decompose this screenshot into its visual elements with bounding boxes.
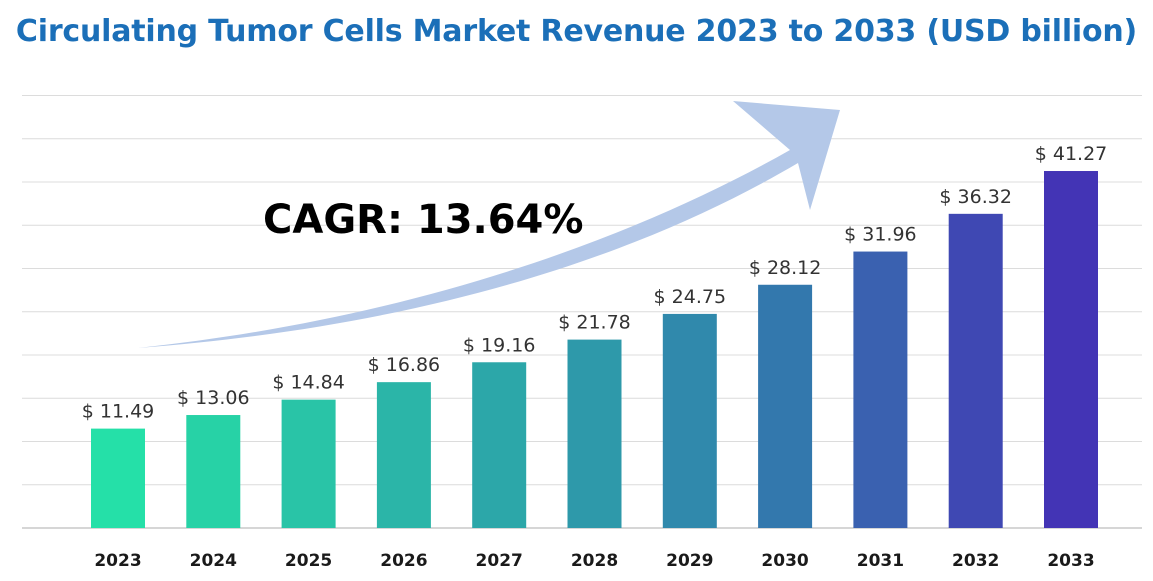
- bar-2024: [186, 415, 241, 528]
- value-label-2025: $ 14.84: [272, 372, 345, 394]
- x-tick-label-2030: 2030: [761, 551, 808, 571]
- chart-title: Circulating Tumor Cells Market Revenue 2…: [15, 14, 1138, 49]
- value-label-2028: $ 21.78: [558, 312, 631, 334]
- bar-2026: [376, 382, 431, 528]
- bar-2031: [853, 251, 908, 528]
- bar-2032: [948, 213, 1003, 528]
- bars: [91, 171, 1098, 528]
- cagr-arrow: [138, 101, 840, 348]
- x-axis-labels: 2023 2024 2025 2026 2027 2028 2029 2030 2031 2032…: [94, 551, 1094, 571]
- x-tick-label-2028: 2028: [571, 551, 618, 571]
- value-label-2027: $ 19.16: [463, 334, 536, 356]
- value-label-2026: $ 16.86: [368, 354, 441, 376]
- x-tick-label-2023: 2023: [94, 551, 141, 571]
- value-label-2024: $ 13.06: [177, 387, 250, 409]
- bar-2028: [567, 339, 622, 528]
- x-tick-label-2031: 2031: [857, 551, 904, 571]
- bar-2033: [1044, 171, 1098, 528]
- x-tick-label-2025: 2025: [285, 551, 332, 571]
- x-tick-label-2033: 2033: [1047, 551, 1094, 571]
- bar-2029: [662, 313, 717, 528]
- bar-2023: [91, 428, 145, 528]
- value-label-2032: $ 36.32: [939, 186, 1012, 208]
- value-label-2023: $ 11.49: [82, 401, 155, 423]
- value-labels: $ 11.49 $ 13.06 $ 14.84 $ 16.86 $ 19.16 $ 21.…: [82, 143, 1108, 423]
- x-tick-label-2029: 2029: [666, 551, 713, 571]
- bar-2030: [758, 284, 813, 528]
- x-tick-label-2026: 2026: [380, 551, 427, 571]
- value-label-2030: $ 28.12: [749, 257, 822, 279]
- bar-2027: [472, 362, 527, 528]
- bar-2025: [281, 399, 336, 528]
- cagr-label: CAGR: 13.64%: [263, 197, 583, 243]
- x-tick-label-2032: 2032: [952, 551, 999, 571]
- value-label-2029: $ 24.75: [654, 286, 727, 308]
- value-label-2033: $ 41.27: [1035, 143, 1108, 165]
- value-label-2031: $ 31.96: [844, 224, 917, 246]
- x-tick-label-2024: 2024: [190, 551, 237, 571]
- x-tick-label-2027: 2027: [476, 551, 523, 571]
